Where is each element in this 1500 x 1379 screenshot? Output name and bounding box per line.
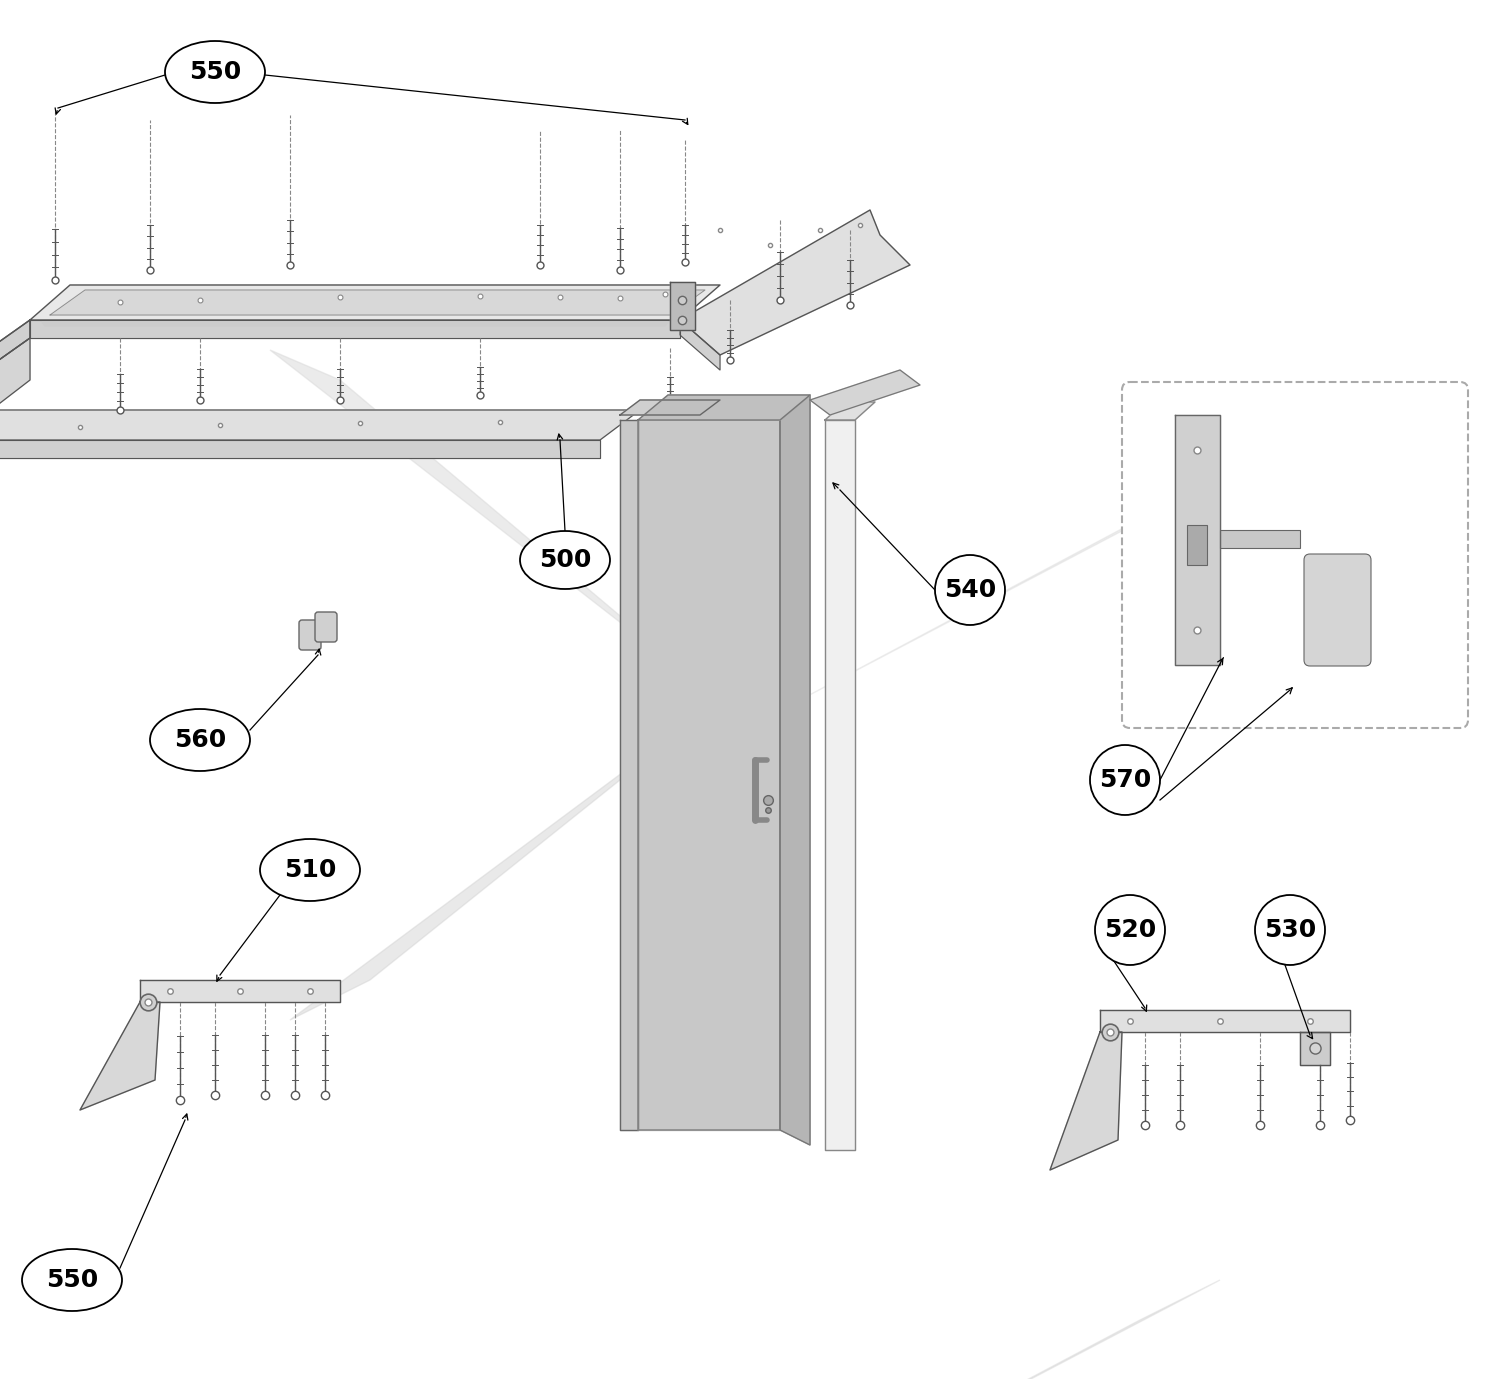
Polygon shape xyxy=(638,421,780,1129)
Polygon shape xyxy=(810,370,919,415)
Text: 570: 570 xyxy=(1100,768,1150,792)
Text: 540: 540 xyxy=(944,578,996,603)
Ellipse shape xyxy=(165,41,266,103)
Text: 510: 510 xyxy=(284,858,336,883)
Polygon shape xyxy=(42,323,668,325)
Bar xyxy=(1186,525,1208,565)
Ellipse shape xyxy=(150,709,250,771)
Polygon shape xyxy=(50,290,705,314)
Polygon shape xyxy=(0,440,600,458)
FancyBboxPatch shape xyxy=(298,621,321,650)
Polygon shape xyxy=(0,410,640,440)
Ellipse shape xyxy=(22,1249,122,1311)
Circle shape xyxy=(934,554,1005,625)
Ellipse shape xyxy=(260,838,360,900)
Polygon shape xyxy=(800,450,1270,701)
Polygon shape xyxy=(780,394,810,1145)
Polygon shape xyxy=(30,285,720,320)
Polygon shape xyxy=(1174,415,1219,665)
Text: 520: 520 xyxy=(1104,918,1156,942)
Text: 560: 560 xyxy=(174,728,226,752)
Polygon shape xyxy=(825,421,855,1150)
Polygon shape xyxy=(0,320,30,430)
Polygon shape xyxy=(290,701,720,1020)
Polygon shape xyxy=(680,320,720,370)
FancyBboxPatch shape xyxy=(315,612,338,643)
Bar xyxy=(1220,530,1300,547)
Polygon shape xyxy=(0,320,30,430)
Polygon shape xyxy=(1300,1031,1330,1065)
FancyBboxPatch shape xyxy=(1304,554,1371,666)
Text: 530: 530 xyxy=(1264,918,1316,942)
Circle shape xyxy=(1090,745,1160,815)
Text: 550: 550 xyxy=(189,61,242,84)
Polygon shape xyxy=(0,338,30,480)
Circle shape xyxy=(1256,895,1324,965)
Polygon shape xyxy=(825,403,874,421)
Polygon shape xyxy=(270,350,720,701)
Circle shape xyxy=(1095,895,1166,965)
Polygon shape xyxy=(140,980,340,1003)
Polygon shape xyxy=(1050,1031,1122,1169)
FancyBboxPatch shape xyxy=(1122,382,1468,728)
Polygon shape xyxy=(620,421,638,1129)
Text: 550: 550 xyxy=(46,1269,98,1292)
Polygon shape xyxy=(800,1280,1220,1379)
Polygon shape xyxy=(30,320,680,338)
Polygon shape xyxy=(670,281,694,330)
Text: 500: 500 xyxy=(538,547,591,572)
Ellipse shape xyxy=(520,531,610,589)
Polygon shape xyxy=(680,210,910,354)
Polygon shape xyxy=(1100,1009,1350,1031)
Polygon shape xyxy=(638,394,810,421)
Polygon shape xyxy=(80,1003,160,1110)
Polygon shape xyxy=(620,400,720,415)
